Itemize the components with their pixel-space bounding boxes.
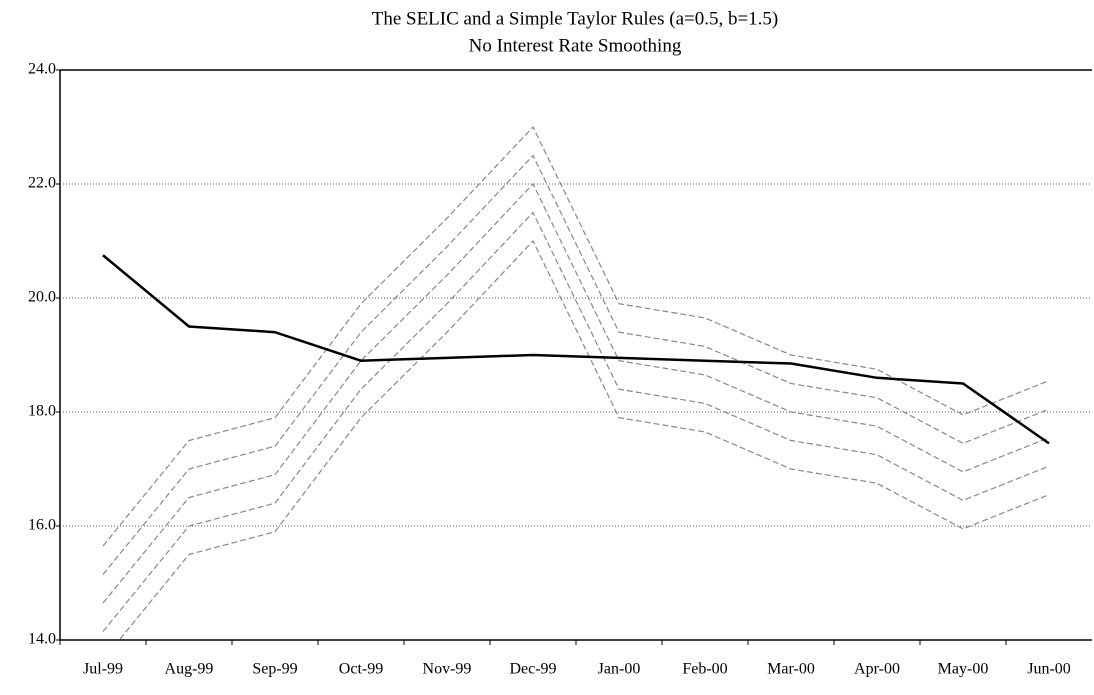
y-tick-label: 20.0 — [28, 289, 56, 306]
y-tick-label: 16.0 — [28, 517, 56, 534]
x-tick-label: Aug-99 — [165, 661, 214, 678]
x-tick-label: Nov-99 — [423, 661, 472, 678]
x-tick-label: Sep-99 — [252, 661, 297, 678]
line — [102, 182, 1050, 604]
chart-subtitle: No Interest Rate Smoothing — [469, 35, 682, 56]
line — [102, 254, 1050, 445]
y-tick-label: 18.0 — [28, 403, 56, 420]
line — [102, 125, 1050, 547]
x-tick-label: Jul-99 — [83, 661, 123, 678]
x-tick-label: Jun-00 — [1027, 661, 1071, 678]
x-tick-label: Dec-99 — [509, 661, 556, 678]
x-tick-label: Apr-00 — [854, 661, 900, 678]
y-tick-label: 14.0 — [28, 631, 56, 648]
x-tick-label: May-00 — [938, 661, 989, 678]
x-tick-label: Oct-99 — [339, 661, 383, 678]
line — [118, 239, 1050, 640]
line — [102, 154, 1050, 575]
chart-title: The SELIC and a Simple Taylor Rules (a=0… — [372, 8, 779, 29]
line — [102, 211, 1050, 632]
y-tick-label: 22.0 — [28, 175, 56, 192]
x-tick-label: Feb-00 — [682, 661, 727, 678]
x-tick-label: Mar-00 — [767, 661, 815, 678]
y-tick-label: 24.0 — [28, 61, 56, 78]
x-tick-label: Jan-00 — [598, 661, 641, 678]
